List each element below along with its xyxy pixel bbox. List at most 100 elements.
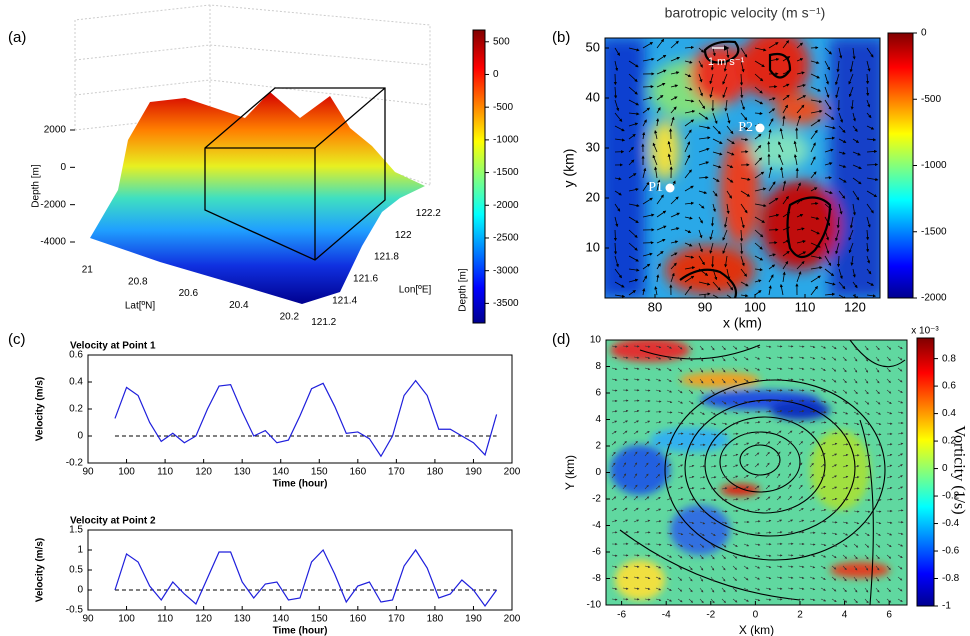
vector-arrow [768,166,773,179]
vector-arrow [614,177,622,181]
vector-arrow [724,99,728,112]
vector-arrow [852,138,860,143]
vector-arrow [670,40,679,49]
vector-arrow [765,576,772,580]
vector-arrow [810,171,817,179]
vector-arrow [754,144,762,153]
vector-arrow [768,181,776,192]
vector-arrow [670,196,679,205]
vector-arrow [666,356,672,361]
vector-arrow [765,554,772,557]
vector-arrow [787,440,792,446]
x-tick-label: -2 [706,610,715,621]
vector-arrow [886,422,893,425]
vector-arrow [710,587,715,593]
vector-arrow [809,508,816,512]
vector-arrow [820,431,827,435]
vector-arrow [642,119,647,127]
vector-arrow [809,496,815,501]
panel-label: (c) [8,331,26,348]
vector-arrow [866,47,874,58]
vector-arrow [776,420,783,424]
vector-arrow [721,510,728,513]
vector-arrow [628,203,640,208]
vector-arrow [796,251,807,257]
vector-arrow [824,99,832,110]
vector-arrow [633,440,638,446]
vector-arrow [743,554,749,558]
vector-arrow [633,420,640,424]
vector-arrow [798,430,804,435]
vector-arrow [853,587,858,593]
vector-arrow [712,125,721,135]
vector-arrow [831,509,838,512]
vector-arrow [897,432,904,435]
vector-arrow [776,484,781,490]
vector-arrow [628,216,639,223]
vector-arrow [698,125,711,130]
vector-arrow [684,141,690,153]
vector-arrow [886,400,892,404]
vector-arrow [776,440,781,446]
vector-arrow [710,576,715,582]
vector-arrow [838,281,846,290]
vector-arrow [824,86,830,99]
vector-arrow [796,260,805,270]
y-tick-label: -8 [592,573,601,584]
vector-arrow [768,57,780,62]
colorbar-tick-label: 0.4 [942,408,956,419]
vector-arrow [622,531,629,534]
vector-arrow [754,111,763,116]
vector-arrow [776,473,781,479]
vector-arrow [654,166,658,179]
vector-arrow [633,409,640,413]
y-tick-label: 121.4 [332,295,357,306]
vector-arrow [824,242,830,255]
vector-arrow [875,400,881,405]
vector-arrow [796,240,806,244]
x-tick-label: 4 [842,610,848,621]
vector-arrow [656,107,661,114]
vector-arrow [670,96,678,101]
vector-arrow [666,389,673,393]
vector-arrow [614,190,622,196]
y-tick-label: 1 [77,545,83,556]
vector-arrow [809,554,816,557]
vector-arrow [754,378,761,382]
vector-arrow [853,356,858,362]
vector-arrow [698,190,708,195]
vector-arrow [809,587,816,591]
vector-arrow [677,464,684,468]
vector-arrow [644,565,651,568]
vector-arrow [831,532,838,536]
vector-arrow [754,520,761,523]
vector-arrow [698,175,709,180]
vector-arrow [842,422,849,425]
vector-arrow [642,181,650,192]
vector-arrow [654,130,658,140]
vector-arrow [864,400,870,405]
vector-arrow [782,94,790,101]
vector-arrow [765,451,770,457]
vector-arrow [768,274,774,283]
vector-arrow [754,485,760,490]
y-tick-label: 6 [595,388,601,399]
vector-arrow [611,420,618,424]
vector-arrow [628,290,636,296]
colorbar-label: Vorticity (1/s) [950,425,967,514]
vector-arrow [644,430,650,435]
vector-arrow [809,576,816,580]
vector-arrow [614,255,619,268]
vector-arrow [743,543,750,547]
vector-arrow [670,56,681,62]
vector-arrow [644,389,651,392]
vector-arrow [864,389,869,395]
vector-arrow [698,86,703,97]
vector-arrow [688,487,695,490]
vector-arrow [864,454,871,457]
colorbar-tick-label: -2000 [493,200,519,211]
vector-arrow [754,367,761,371]
vector-arrow [850,255,854,266]
vector-arrow [852,125,858,133]
